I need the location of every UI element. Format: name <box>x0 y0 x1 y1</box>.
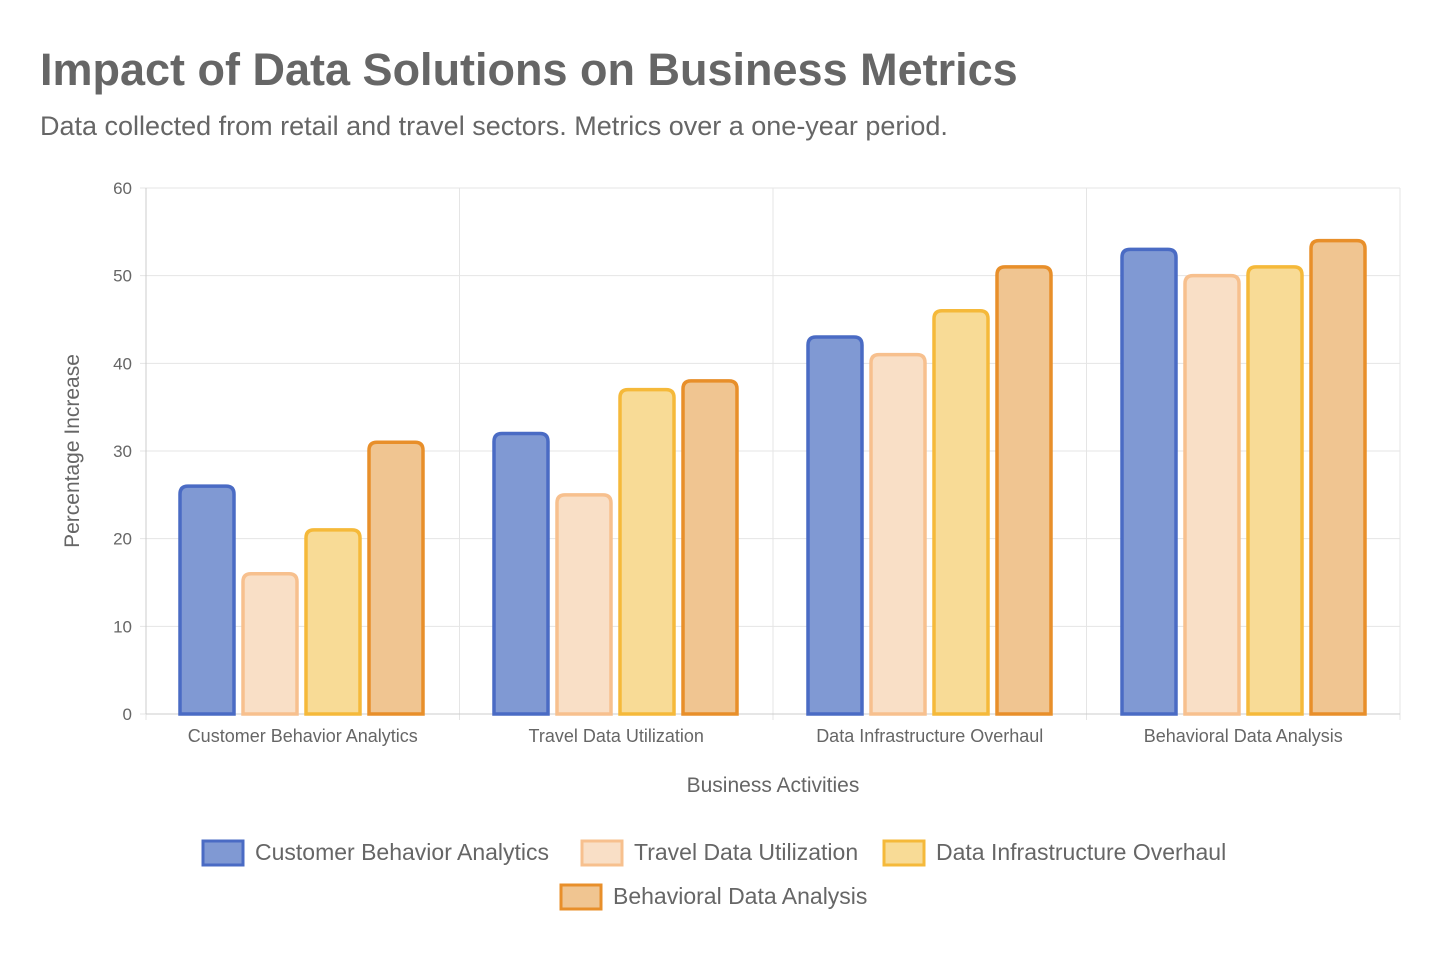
legend-label: Behavioral Data Analysis <box>613 883 867 909</box>
bar <box>995 265 1053 716</box>
y-tick-label: 10 <box>113 617 132 636</box>
y-tick-label: 50 <box>113 267 132 286</box>
bar <box>367 440 425 716</box>
y-tick-label: 30 <box>113 442 132 461</box>
bar <box>932 308 990 716</box>
bar <box>304 528 362 716</box>
x-tick-label: Data Infrastructure Overhaul <box>816 726 1043 746</box>
bar <box>1120 247 1178 716</box>
bar <box>1246 265 1304 716</box>
x-tick-label: Customer Behavior Analytics <box>188 726 418 746</box>
bar <box>1309 238 1367 716</box>
bar <box>492 431 550 716</box>
x-axis-title: Business Activities <box>687 774 860 797</box>
legend-swatch <box>580 839 624 867</box>
bar <box>618 387 676 716</box>
bar <box>555 493 613 716</box>
bar <box>869 352 927 716</box>
y-tick-label: 60 <box>113 179 132 198</box>
y-tick-label: 0 <box>123 705 132 724</box>
legend-swatch <box>559 883 603 911</box>
bar <box>1183 273 1241 716</box>
bar <box>806 335 864 716</box>
bar <box>681 379 739 716</box>
chart-title: Impact of Data Solutions on Business Met… <box>40 44 1018 95</box>
legend-swatch <box>882 839 926 867</box>
legend-label: Data Infrastructure Overhaul <box>936 839 1226 865</box>
legend-label: Travel Data Utilization <box>634 839 858 865</box>
x-tick-label: Travel Data Utilization <box>529 726 704 746</box>
chart-subtitle: Data collected from retail and travel se… <box>40 111 948 141</box>
y-axis-title: Percentage Increase <box>61 354 84 548</box>
y-tick-label: 40 <box>113 354 132 373</box>
x-tick-label: Behavioral Data Analysis <box>1144 726 1343 746</box>
y-tick-label: 20 <box>113 530 132 549</box>
bar <box>178 484 236 716</box>
legend-label: Customer Behavior Analytics <box>255 839 549 865</box>
legend-swatch <box>201 839 245 867</box>
bar <box>241 571 299 716</box>
